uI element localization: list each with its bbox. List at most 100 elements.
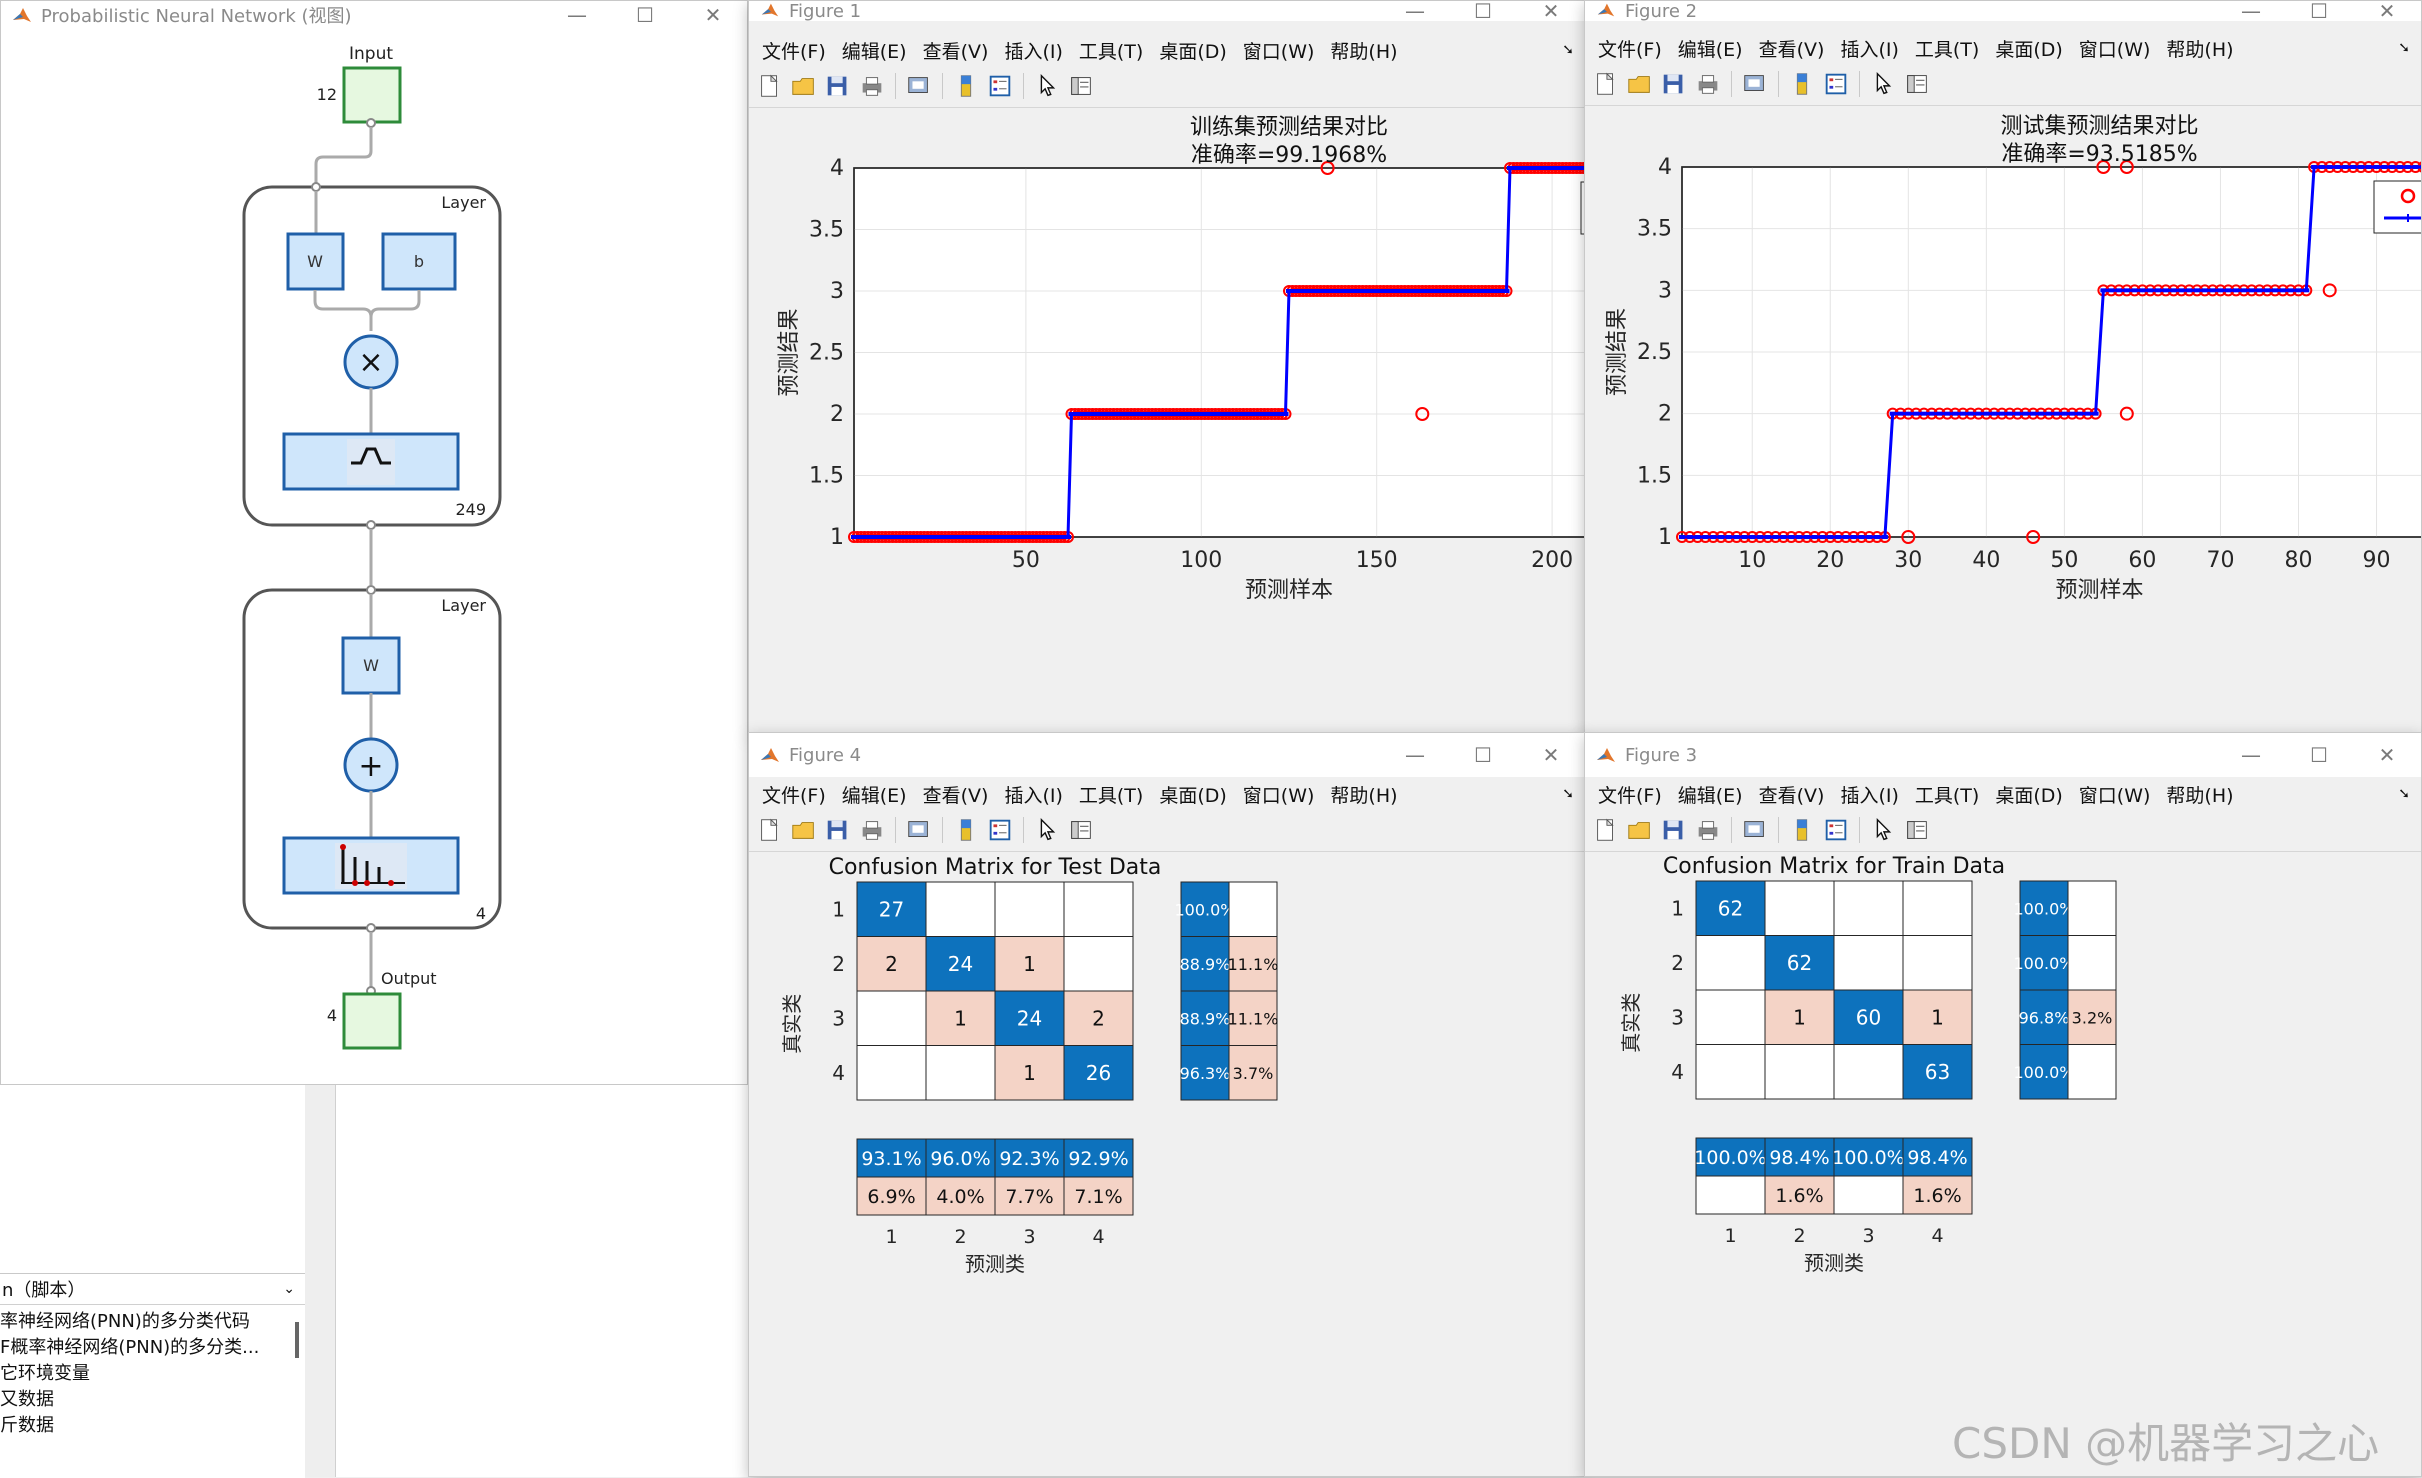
menu-file[interactable]: 文件(F) — [759, 781, 829, 808]
menu-edit[interactable]: 编辑(E) — [839, 37, 910, 64]
script-line[interactable]: F概率神经网络(PNN)的多分类... — [0, 1335, 305, 1361]
property-editor-icon[interactable] — [1066, 71, 1096, 101]
minimize-button[interactable]: — — [543, 1, 611, 29]
open-folder-icon[interactable] — [1625, 69, 1655, 99]
new-file-icon[interactable] — [1591, 69, 1621, 99]
colorbar-icon[interactable] — [1787, 815, 1817, 845]
menu-edit[interactable]: 编辑(E) — [1675, 781, 1746, 808]
menu-tools[interactable]: 工具(T) — [1912, 781, 1982, 808]
cm-cell — [926, 882, 995, 937]
menu-desktop[interactable]: 桌面(D) — [1992, 781, 2065, 808]
script-line[interactable]: 率神经网络(PNN)的多分类代码 — [0, 1309, 305, 1335]
property-editor-icon[interactable] — [1902, 815, 1932, 845]
print-icon[interactable] — [1693, 69, 1723, 99]
save-icon[interactable] — [823, 71, 853, 101]
pointer-icon[interactable] — [1868, 69, 1898, 99]
menu-window[interactable]: 窗口(W) — [2076, 781, 2154, 808]
pointer-icon[interactable] — [1032, 71, 1062, 101]
scrollbar-track[interactable] — [305, 1085, 336, 1477]
print-icon[interactable] — [857, 71, 887, 101]
save-icon[interactable] — [1659, 69, 1689, 99]
minimize-button[interactable]: — — [1381, 741, 1449, 769]
pointer-icon[interactable] — [1868, 815, 1898, 845]
x-axis-label: 预测样本 — [1245, 578, 1333, 603]
script-line[interactable]: 斤数据 — [0, 1413, 305, 1439]
menu-help[interactable]: 帮助(H) — [2163, 35, 2236, 62]
menu-dock-arrow-icon[interactable]: ➘ — [2395, 40, 2413, 56]
property-editor-icon[interactable] — [1902, 69, 1932, 99]
minimize-button[interactable]: — — [2217, 1, 2285, 21]
open-folder-icon[interactable] — [789, 71, 819, 101]
save-icon[interactable] — [823, 815, 853, 845]
colorbar-icon[interactable] — [1787, 69, 1817, 99]
open-folder-icon[interactable] — [1625, 815, 1655, 845]
menu-help[interactable]: 帮助(H) — [1327, 37, 1400, 64]
close-button[interactable]: ✕ — [1517, 1, 1585, 21]
legend-icon[interactable] — [1821, 815, 1851, 845]
print-icon[interactable] — [1693, 815, 1723, 845]
menu-dock-arrow-icon[interactable]: ➘ — [2395, 786, 2413, 802]
menu-insert[interactable]: 插入(I) — [1001, 37, 1065, 64]
menu-dock-arrow-icon[interactable]: ➘ — [1559, 786, 1577, 802]
menu-insert[interactable]: 插入(I) — [1001, 781, 1065, 808]
legend-icon[interactable] — [985, 71, 1015, 101]
close-button[interactable]: ✕ — [2353, 1, 2421, 21]
print-preview-icon[interactable] — [904, 71, 934, 101]
colorbar-icon[interactable] — [951, 71, 981, 101]
menu-insert[interactable]: 插入(I) — [1837, 35, 1901, 62]
save-icon[interactable] — [1659, 815, 1689, 845]
print-preview-icon[interactable] — [904, 815, 934, 845]
menu-edit[interactable]: 编辑(E) — [839, 781, 910, 808]
menu-tools[interactable]: 工具(T) — [1076, 781, 1146, 808]
menu-desktop[interactable]: 桌面(D) — [1156, 781, 1229, 808]
script-scrollbar[interactable] — [295, 1322, 299, 1358]
script-panel-header[interactable]: n（脚本） ⌄ — [0, 1274, 305, 1305]
property-editor-icon[interactable] — [1066, 815, 1096, 845]
print-icon[interactable] — [857, 815, 887, 845]
menu-help[interactable]: 帮助(H) — [2163, 781, 2236, 808]
script-line[interactable]: 它环境变量 — [0, 1361, 305, 1387]
menu-edit[interactable]: 编辑(E) — [1675, 35, 1746, 62]
menu-view[interactable]: 查看(V) — [920, 781, 992, 808]
print-preview-icon[interactable] — [1740, 815, 1770, 845]
open-folder-icon[interactable] — [789, 815, 819, 845]
menu-view[interactable]: 查看(V) — [920, 37, 992, 64]
maximize-button[interactable]: ☐ — [1449, 741, 1517, 769]
print-preview-icon[interactable] — [1740, 69, 1770, 99]
menu-file[interactable]: 文件(F) — [1595, 35, 1665, 62]
col-summary-value: 98.4% — [1907, 1147, 1967, 1169]
maximize-button[interactable]: ☐ — [1449, 1, 1517, 21]
close-button[interactable]: ✕ — [2353, 741, 2421, 769]
menu-file[interactable]: 文件(F) — [759, 37, 829, 64]
pointer-icon[interactable] — [1032, 815, 1062, 845]
chevron-down-icon[interactable]: ⌄ — [283, 1281, 295, 1297]
menu-tools[interactable]: 工具(T) — [1076, 37, 1146, 64]
menu-insert[interactable]: 插入(I) — [1837, 781, 1901, 808]
new-file-icon[interactable] — [1591, 815, 1621, 845]
menu-file[interactable]: 文件(F) — [1595, 781, 1665, 808]
menu-view[interactable]: 查看(V) — [1756, 35, 1828, 62]
menu-desktop[interactable]: 桌面(D) — [1156, 37, 1229, 64]
new-file-icon[interactable] — [755, 815, 785, 845]
minimize-button[interactable]: — — [1381, 1, 1449, 21]
menu-view[interactable]: 查看(V) — [1756, 781, 1828, 808]
close-button[interactable]: ✕ — [679, 1, 747, 29]
y-tick-label: 3.5 — [1637, 217, 1672, 242]
menu-window[interactable]: 窗口(W) — [2076, 35, 2154, 62]
script-line[interactable]: 又数据 — [0, 1387, 305, 1413]
minimize-button[interactable]: — — [2217, 741, 2285, 769]
menu-desktop[interactable]: 桌面(D) — [1992, 35, 2065, 62]
new-file-icon[interactable] — [755, 71, 785, 101]
legend-icon[interactable] — [1821, 69, 1851, 99]
legend-icon[interactable] — [985, 815, 1015, 845]
maximize-button[interactable]: ☐ — [2285, 1, 2353, 21]
maximize-button[interactable]: ☐ — [2285, 741, 2353, 769]
menu-dock-arrow-icon[interactable]: ➘ — [1559, 42, 1577, 58]
menu-tools[interactable]: 工具(T) — [1912, 35, 1982, 62]
menu-window[interactable]: 窗口(W) — [1240, 781, 1318, 808]
maximize-button[interactable]: ☐ — [611, 1, 679, 29]
menu-window[interactable]: 窗口(W) — [1240, 37, 1318, 64]
colorbar-icon[interactable] — [951, 815, 981, 845]
menu-help[interactable]: 帮助(H) — [1327, 781, 1400, 808]
close-button[interactable]: ✕ — [1517, 741, 1585, 769]
